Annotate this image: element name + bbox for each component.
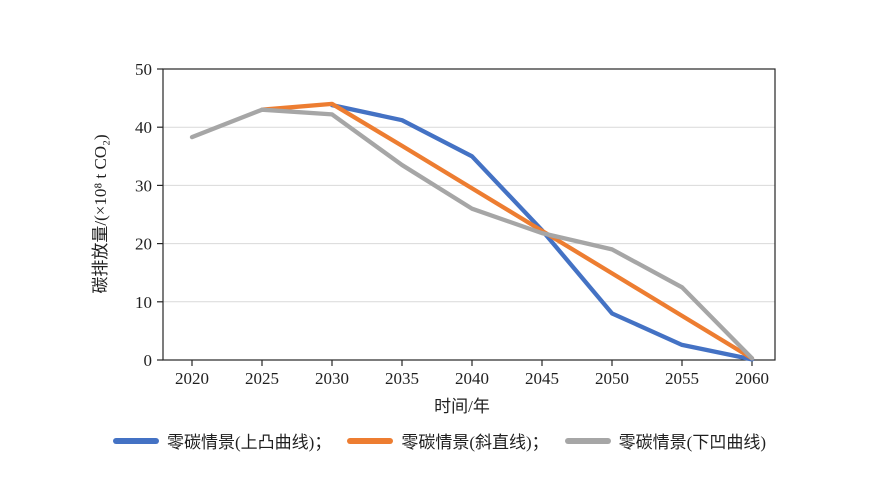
legend-swatch-concave [564,437,611,444]
y-axis-title: 碳排放量/(×10⁸ t CO₂) [91,134,110,293]
y-tick-labels: 0 10 20 30 40 50 [135,60,152,370]
y-tick-label-10: 10 [135,293,152,312]
y-tick-label-40: 40 [135,118,152,137]
y-tick-label-0: 0 [144,351,153,370]
x-tick-label-2030: 2030 [315,369,349,388]
axis-ticks [157,68,753,366]
x-tick-label-2060: 2060 [735,369,769,388]
legend-label-straight: 零碳情景(斜直线)； [401,433,549,452]
y-tick-label-20: 20 [135,235,152,254]
legend-label-concave: 零碳情景(下凹曲线) [618,433,766,452]
x-tick-label-2020: 2020 [175,369,209,388]
x-tick-labels: 2020 2025 2030 2035 2040 2045 2050 2055 2060 [175,369,769,388]
legend-swatch-convex [113,437,159,444]
legend: 零碳情景(上凸曲线)； 零碳情景(斜直线)； 零碳情景(下凹曲线) [0,428,879,453]
x-axis-title: 时间/年 [434,397,490,416]
series-line-concave [189,107,755,361]
x-tick-label-2035: 2035 [385,369,419,388]
x-tick-label-2040: 2040 [455,369,489,388]
y-tick-label-50: 50 [135,60,152,79]
legend-item-convex: 零碳情景(上凸曲线)； [113,428,331,453]
plot-border [162,68,776,361]
legend-item-concave: 零碳情景(下凹曲线) [564,428,766,453]
x-tick-label-2050: 2050 [595,369,629,388]
x-tick-label-2045: 2045 [525,369,559,388]
legend-label-convex: 零碳情景(上凸曲线)； [167,433,332,452]
x-tick-label-2025: 2025 [245,369,279,388]
x-tick-label-2055: 2055 [665,369,699,388]
legend-swatch-straight [347,437,394,444]
series-lines [189,101,755,362]
series-line-straight [259,101,755,361]
y-tick-label-30: 30 [135,176,152,195]
legend-item-straight: 零碳情景(斜直线)； [347,428,549,453]
